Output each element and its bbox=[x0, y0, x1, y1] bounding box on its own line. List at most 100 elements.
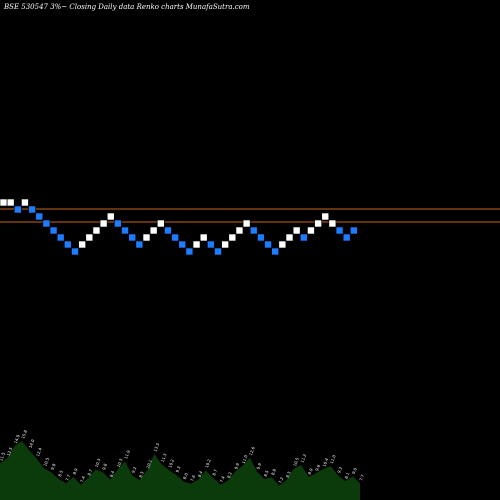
up-brick bbox=[149, 226, 158, 235]
volume-label: 11.3 bbox=[160, 452, 168, 463]
volume-label: 10.4 bbox=[322, 457, 330, 468]
volume-label: 9.2 bbox=[336, 466, 343, 474]
volume-label: 10.2 bbox=[204, 458, 212, 469]
renko-bricks bbox=[0, 198, 358, 256]
up-brick bbox=[106, 212, 115, 221]
up-brick bbox=[0, 198, 8, 207]
volume-label: 8.5 bbox=[263, 469, 270, 477]
down-brick bbox=[35, 212, 44, 221]
volume-label: 9.3 bbox=[175, 465, 182, 473]
volume-label: 14.0 bbox=[28, 438, 36, 449]
up-brick bbox=[235, 226, 244, 235]
down-brick bbox=[185, 247, 194, 256]
volume-label: 7.7 bbox=[64, 473, 71, 481]
volume-label: 8.9 bbox=[307, 467, 314, 475]
volume-label: 9.8 bbox=[50, 462, 57, 470]
volume-label: 10.2 bbox=[167, 458, 175, 469]
volume-label: 7.4 bbox=[219, 475, 226, 483]
volume-label: 8.4 bbox=[197, 470, 204, 478]
volume-label: 8.4 bbox=[108, 470, 115, 478]
down-brick bbox=[64, 240, 72, 249]
up-brick bbox=[307, 226, 315, 235]
volume-labels: 11.512.514.9 15.814.012.410.5 9.88.57.78.9… bbox=[0, 429, 365, 484]
volume-label: 12.4 bbox=[35, 447, 43, 458]
volume-label: 8.7 bbox=[86, 468, 93, 476]
down-brick bbox=[171, 233, 179, 242]
down-brick bbox=[121, 226, 129, 235]
volume-label: 8.0 bbox=[182, 472, 189, 480]
volume-label: 9.0 bbox=[351, 467, 358, 475]
volume-label: 10.5 bbox=[42, 456, 50, 467]
down-brick bbox=[214, 247, 222, 256]
volume-label: 8.1 bbox=[344, 471, 351, 479]
down-brick bbox=[342, 233, 351, 242]
volume-label: 8.3 bbox=[285, 470, 292, 478]
volume-series bbox=[0, 441, 360, 500]
up-brick bbox=[221, 240, 229, 249]
volume-label: 11.2 bbox=[299, 453, 307, 464]
volume-label: 13.3 bbox=[153, 442, 161, 453]
volume-label: 12.6 bbox=[248, 446, 256, 457]
up-brick bbox=[285, 233, 294, 242]
down-brick bbox=[56, 233, 65, 242]
volume-label: 12.5 bbox=[6, 446, 14, 457]
down-brick bbox=[264, 240, 272, 249]
volume-label: 7.2 bbox=[277, 476, 284, 484]
up-brick bbox=[228, 233, 237, 242]
down-brick bbox=[249, 226, 258, 235]
up-brick bbox=[157, 219, 165, 228]
up-brick bbox=[278, 240, 287, 249]
down-brick bbox=[257, 233, 265, 242]
up-brick bbox=[321, 212, 330, 221]
volume-label: 11.0 bbox=[241, 454, 249, 465]
volume-label: 8.7 bbox=[211, 468, 218, 476]
down-brick bbox=[178, 240, 187, 249]
volume-label: 9.6 bbox=[314, 464, 321, 472]
down-brick bbox=[14, 205, 22, 214]
volume-label: 7.7 bbox=[358, 473, 365, 481]
volume-label: 10.3 bbox=[94, 457, 102, 468]
up-brick bbox=[92, 226, 101, 235]
volume-label: 8.9 bbox=[72, 467, 79, 475]
volume-label: 11.9 bbox=[123, 449, 131, 460]
down-brick bbox=[207, 240, 215, 249]
up-brick bbox=[314, 219, 322, 228]
volume-label: 9.9 bbox=[233, 462, 240, 470]
volume-label: 11.0 bbox=[329, 454, 337, 465]
volume-label: 11.5 bbox=[0, 451, 6, 462]
up-brick bbox=[242, 219, 251, 228]
down-brick bbox=[42, 219, 51, 228]
up-brick bbox=[142, 233, 151, 242]
volume-label: 9.2 bbox=[130, 466, 137, 474]
volume-label: 8.2 bbox=[226, 471, 233, 479]
down-brick bbox=[128, 233, 136, 242]
down-brick bbox=[164, 226, 172, 235]
volume-label: 9.9 bbox=[255, 462, 262, 470]
volume-label: 7.6 bbox=[189, 474, 196, 482]
up-brick bbox=[85, 233, 94, 242]
down-brick bbox=[299, 233, 308, 242]
chart-title: BSE 530547 3%~ Closing Daily data Renko … bbox=[3, 3, 250, 11]
volume-label: 10.5 bbox=[292, 456, 300, 467]
down-brick bbox=[335, 226, 344, 235]
down-brick bbox=[135, 240, 144, 249]
up-brick bbox=[292, 226, 301, 235]
volume-label: 9.8 bbox=[101, 462, 108, 470]
up-brick bbox=[192, 240, 201, 249]
volume-area bbox=[0, 441, 360, 500]
up-brick bbox=[99, 219, 108, 228]
volume-label: 8.5 bbox=[57, 469, 64, 477]
volume-label: 7.4 bbox=[79, 475, 86, 483]
volume-label: 10.1 bbox=[145, 459, 153, 470]
down-brick bbox=[49, 226, 58, 235]
down-brick bbox=[114, 219, 122, 228]
volume-label: 8.3 bbox=[138, 470, 145, 478]
up-brick bbox=[78, 240, 86, 249]
volume-label: 14.9 bbox=[13, 434, 21, 445]
volume-label: 15.8 bbox=[20, 429, 28, 440]
volume-label: 8.8 bbox=[270, 468, 277, 476]
up-brick bbox=[21, 198, 29, 207]
down-brick bbox=[71, 247, 79, 256]
